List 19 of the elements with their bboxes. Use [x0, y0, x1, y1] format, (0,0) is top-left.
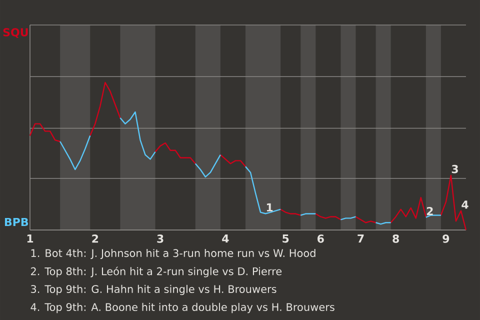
text: 1. Bot 4th: J. Johnson hit a 3-run home run vs W. Hood [31, 248, 316, 260]
x-tick-label: 4 [222, 234, 229, 243]
x-tick-label: 5 [282, 234, 289, 243]
text: BPB [4, 218, 28, 226]
x-tick-label: 3 [157, 234, 164, 243]
text: 3. Top 9th: G. Hahn hit a single vs H. Brouwers [31, 284, 276, 296]
annotation: 3 [452, 164, 458, 174]
annotation: 1 [266, 203, 273, 212]
x-tick-label: 2 [92, 234, 98, 243]
x-tick-label: 7 [358, 234, 364, 243]
annotation: 2 [426, 206, 433, 216]
x-tick-label: 9 [442, 234, 450, 243]
x-tick-label: 6 [318, 234, 324, 243]
text: 2. Top 8th: J. León hit a 2-run single vs D. Pierre [30, 266, 282, 278]
x-tick-label: 1 [27, 234, 34, 243]
annotation: 4 [462, 200, 468, 209]
text: 4. Top 9th: A. Boone hit into a double play vs H. Brouwers [30, 302, 334, 314]
x-tick-label: 8 [392, 234, 399, 243]
text: SQU [3, 28, 28, 38]
